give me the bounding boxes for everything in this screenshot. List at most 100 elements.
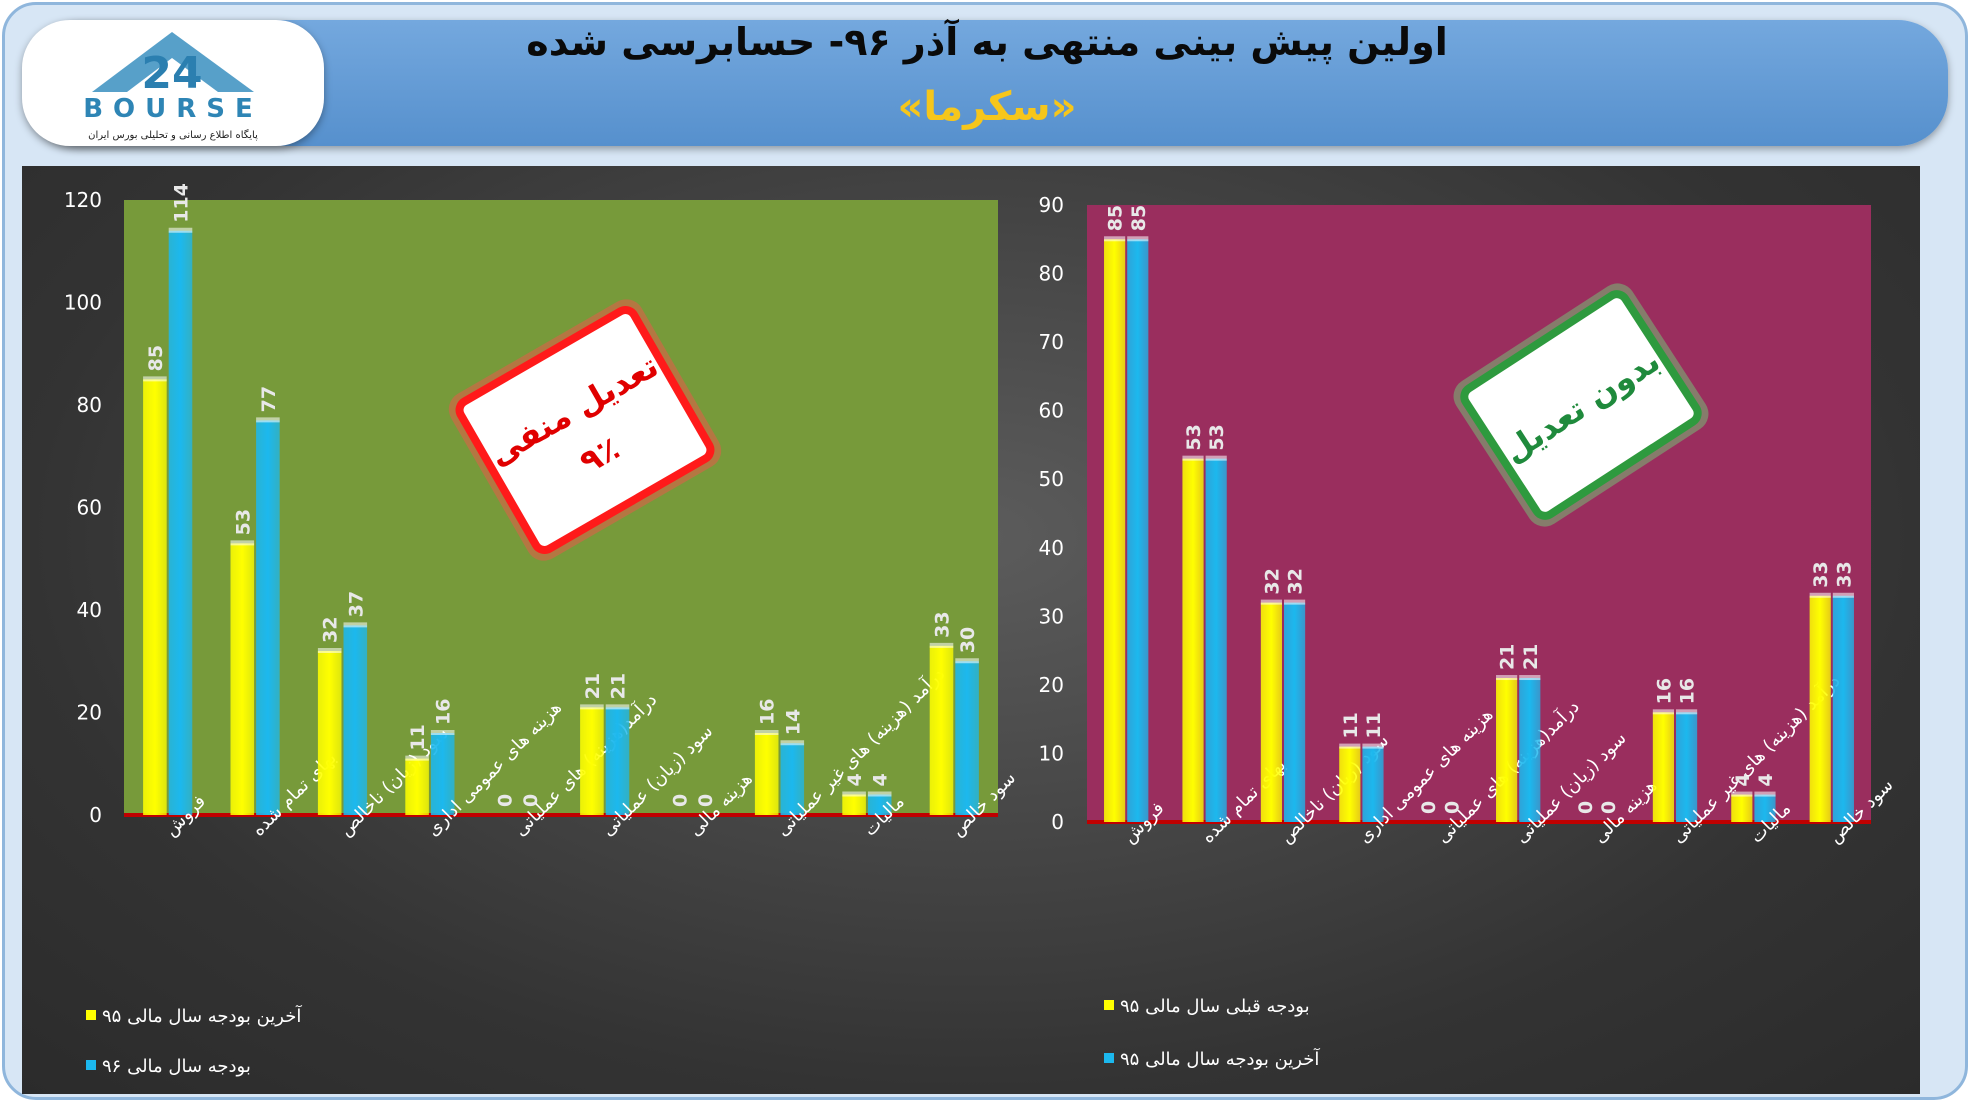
right-chart-bar-cap — [1182, 455, 1204, 461]
right-chart-y-tick: 50 — [1039, 467, 1064, 491]
right-chart-bar-cap — [1676, 709, 1698, 715]
left-chart-data-label: 4 — [844, 773, 866, 786]
left-chart-data-label: 0 — [520, 794, 542, 807]
left-chart-bar-cap — [168, 227, 193, 233]
right-chart-data-label: 16 — [1653, 678, 1675, 704]
left-chart-bar-cap — [405, 755, 429, 761]
left-chart-data-label: 32 — [320, 617, 342, 643]
right-chart-bar-cyan — [1127, 239, 1149, 822]
right-chart-data-label: 33 — [1810, 561, 1832, 587]
left-chart-data-label: 0 — [495, 794, 517, 807]
left-chart-y-tick: 40 — [77, 598, 102, 622]
right-chart-y-tick: 30 — [1039, 604, 1064, 628]
left-chart-bar-yellow — [230, 543, 255, 815]
right-chart-bar-yellow — [1652, 712, 1674, 822]
right-chart-bar-cap — [1205, 455, 1227, 461]
right-chart-data-label: 53 — [1206, 424, 1228, 450]
left-chart-bar-cap — [230, 540, 255, 546]
right-chart-bar-cap — [1652, 709, 1674, 715]
left-chart-bar-cap — [780, 740, 805, 746]
right-chart-bar-yellow — [1260, 602, 1282, 822]
bourse24-logo: 24 BOURSE پایگاه اطلاع رسانی و تحلیلی بو… — [22, 20, 324, 146]
left-chart-bar-cyan — [430, 733, 455, 815]
right-chart-bar-cyan — [1519, 678, 1541, 822]
right-chart-bar-cyan — [1832, 595, 1854, 822]
left-chart-bar-yellow — [143, 379, 167, 815]
left-chart-bar-cyan — [256, 420, 280, 815]
right-chart-legend-label: بودجه قبلی سال مالی ۹۵ — [1120, 996, 1310, 1017]
right-chart-bar-cyan — [1284, 602, 1306, 822]
left-chart-data-label: 77 — [258, 386, 280, 412]
right-chart-bar-yellow — [1496, 678, 1518, 822]
left-chart-data-label: 53 — [232, 509, 254, 535]
left-chart-bar-cap — [605, 704, 630, 710]
right-chart-bar-cap — [1127, 236, 1149, 242]
left-chart-data-label: 37 — [345, 591, 367, 617]
left-chart-y-tick: 60 — [77, 496, 102, 520]
right-chart-y-tick: 0 — [1051, 810, 1064, 834]
left-chart-y-tick: 0 — [89, 803, 102, 827]
left-chart-y-tick: 20 — [77, 701, 102, 725]
left-chart-bar-cyan — [867, 794, 892, 815]
right-chart-bar-yellow — [1182, 458, 1204, 822]
right-chart-bar-cap — [1832, 592, 1854, 598]
left-chart-data-label: 33 — [932, 611, 954, 637]
right-chart-annotation-badge: بدون تعدیل — [1453, 283, 1709, 527]
right-chart-bar-yellow — [1104, 239, 1126, 822]
right-chart-data-label: 0 — [1418, 801, 1440, 814]
right-chart-data-label: 85 — [1105, 205, 1127, 231]
left-chart-data-label: 16 — [757, 699, 779, 725]
left-chart-legend-swatch — [86, 1060, 96, 1070]
right-chart-bar-cap — [1519, 675, 1541, 681]
right-chart-bar-cap — [1339, 743, 1361, 749]
left-chart-bar-cap — [929, 642, 954, 648]
header-banner — [30, 20, 1948, 146]
right-chart-legend-swatch — [1104, 1000, 1114, 1010]
right-chart-legend-label: آخرین بودجه سال مالی ۹۵ — [1120, 1047, 1320, 1070]
left-chart-bar-cyan — [343, 625, 368, 815]
right-chart-y-tick: 80 — [1039, 262, 1064, 286]
right-chart-data-label: 32 — [1261, 568, 1283, 594]
left-chart-bar-cap — [143, 376, 167, 382]
page-title: اولین پیش بینی منتهی به آذر ۹۶- حسابرسی … — [526, 20, 1448, 64]
left-chart-data-label: 21 — [582, 673, 604, 699]
right-chart-data-label: 32 — [1285, 568, 1307, 594]
left-chart-bar-cap — [580, 704, 604, 710]
left-chart-data-label: 11 — [407, 724, 429, 750]
right-chart-bar-cyan — [1362, 746, 1384, 822]
left-chart-legend-label: بودجه سال مالی ۹۶ — [102, 1056, 251, 1077]
right-chart-bar-cap — [1496, 675, 1518, 681]
left-chart-bar-cap — [256, 417, 280, 423]
left-chart-bar-cyan — [168, 230, 193, 815]
left-chart-data-label: 14 — [782, 709, 804, 735]
right-chart-bar-cap — [1284, 599, 1306, 605]
right-chart-data-label: 11 — [1340, 712, 1362, 738]
right-chart-bar-yellow — [1731, 794, 1753, 822]
left-chart-bar-yellow — [580, 707, 604, 815]
right-chart-data-label: 53 — [1183, 424, 1205, 450]
left-chart-data-label: 4 — [870, 773, 892, 786]
left-chart-bar-yellow — [317, 651, 342, 815]
right-chart-bar-cyan — [1205, 458, 1227, 822]
left-chart-bar-yellow — [842, 794, 866, 815]
left-chart-bar-cap — [867, 791, 892, 797]
right-chart-data-label: 85 — [1128, 205, 1150, 231]
right-chart-data-label: 0 — [1575, 801, 1597, 814]
left-chart-y-tick: 80 — [77, 393, 102, 417]
left-chart-y-tick: 120 — [64, 188, 102, 212]
right-chart-bar-cap — [1104, 236, 1126, 242]
right-chart-bar-cap — [1754, 791, 1776, 797]
left-chart-bar-yellow — [929, 645, 954, 815]
left-chart-legend-label: آخرین بودجه سال مالی ۹۵ — [102, 1004, 302, 1027]
right-chart-bar-cyan — [1754, 794, 1776, 822]
right-chart-data-label: 21 — [1520, 644, 1542, 670]
right-chart-y-tick: 10 — [1039, 741, 1064, 765]
logo-word: BOURSE — [83, 94, 263, 124]
left-chart-bar-cap — [343, 622, 368, 628]
left-chart-data-label: 0 — [669, 794, 691, 807]
right-chart-y-tick: 40 — [1039, 536, 1064, 560]
